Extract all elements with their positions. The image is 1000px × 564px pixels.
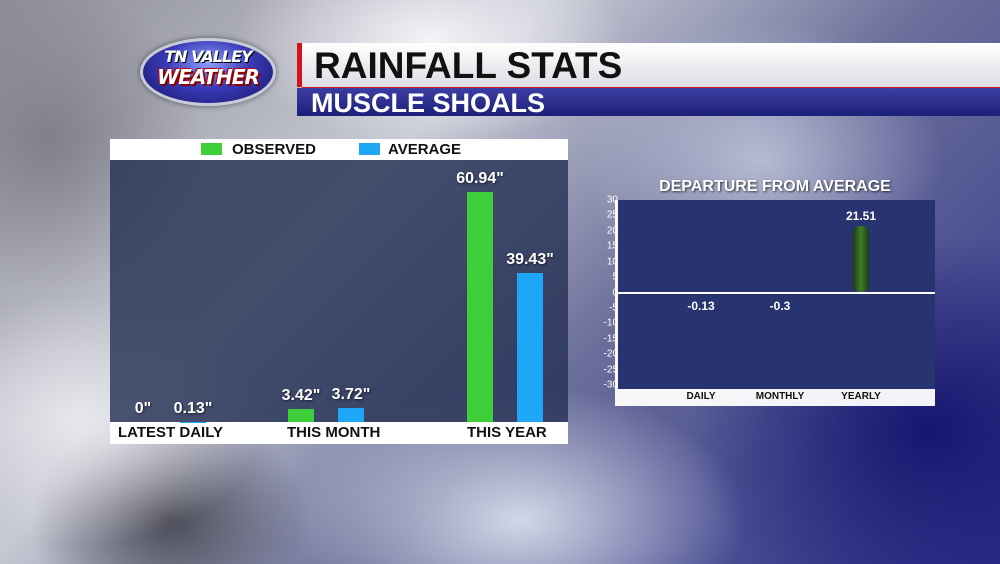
subtitle-bar: MUSCLE SHOALS — [297, 88, 1000, 118]
chart-legend: OBSERVED AVERAGE — [110, 139, 568, 160]
legend-label-observed: OBSERVED — [232, 141, 316, 158]
y-tick-label: 15 — [606, 240, 618, 252]
y-tick-label: -30 — [603, 379, 618, 391]
value-label-average-this-year: 39.43" — [506, 251, 554, 269]
legend-swatch-average — [359, 143, 380, 155]
rainfall-bar-chart: OBSERVED AVERAGE LATEST DAILY THIS MONTH… — [110, 139, 568, 444]
departure-value-yearly: 21.51 — [845, 209, 877, 224]
departure-bar-chart: 30 25 20 15 10 5 0 -5 -10 -15 -20 -25 -30 -0.13 -0.3 21… — [604, 195, 935, 406]
y-tick-label: 20 — [606, 225, 618, 237]
value-label-observed-this-year: 60.94" — [456, 170, 504, 187]
departure-chart-title: DEPARTURE FROM AVERAGE — [659, 178, 891, 195]
title-bar: RAINFALL STATS — [297, 43, 1000, 89]
y-tick-label: 25 — [606, 209, 618, 221]
y-tick-label: -25 — [603, 364, 618, 376]
departure-category-daily: DAILY — [686, 391, 716, 402]
category-label-this-month: THIS MONTH — [287, 424, 381, 441]
value-label-observed-latest-daily: 0" — [134, 400, 152, 417]
category-label-latest-daily: LATEST DAILY — [118, 424, 224, 441]
y-tick-label: 10 — [606, 256, 618, 268]
value-label-average-latest-daily: 0.13" — [173, 399, 213, 417]
departure-bar-yearly — [853, 226, 869, 293]
y-tick-label: -15 — [603, 333, 618, 345]
departure-bar-monthly — [772, 292, 788, 294]
departure-value-monthly: -0.3 — [769, 298, 791, 313]
category-label-this-year: THIS YEAR — [467, 424, 547, 441]
legend-swatch-observed — [201, 143, 222, 155]
logo-line-2: WEATHER — [157, 65, 260, 89]
tn-valley-weather-logo: TN VALLEY WEATHER — [140, 38, 276, 106]
page-title: RAINFALL STATS — [314, 45, 623, 86]
y-tick-label: 30 — [606, 194, 618, 206]
value-label-average-this-month: 3.72" — [331, 385, 371, 403]
logo-line-1: TN VALLEY — [164, 47, 252, 66]
y-tick-label: -20 — [603, 348, 618, 360]
departure-plot-area: 30 25 20 15 10 5 0 -5 -10 -15 -20 -25 -30 -0.13 -0.3 21… — [604, 195, 935, 391]
departure-category-monthly: MONTHLY — [755, 391, 805, 402]
y-tick-label: -5 — [609, 302, 618, 314]
legend-label-average: AVERAGE — [388, 141, 462, 158]
departure-value-daily: -0.13 — [687, 298, 715, 313]
bar-observed-this-year — [467, 192, 493, 422]
bar-average-this-year — [517, 273, 543, 422]
bar-average-this-month — [338, 407, 364, 422]
y-tick-label: 5 — [612, 271, 618, 283]
departure-category-yearly: YEARLY — [841, 391, 881, 402]
y-tick-label: -10 — [603, 317, 618, 329]
category-axis: LATEST DAILY THIS MONTH THIS YEAR — [110, 422, 568, 444]
page-subtitle: MUSCLE SHOALS — [311, 88, 546, 118]
y-tick-label: 0 — [612, 287, 618, 298]
value-label-observed-this-month: 3.42" — [281, 387, 321, 405]
bar-observed-this-month — [288, 409, 314, 422]
